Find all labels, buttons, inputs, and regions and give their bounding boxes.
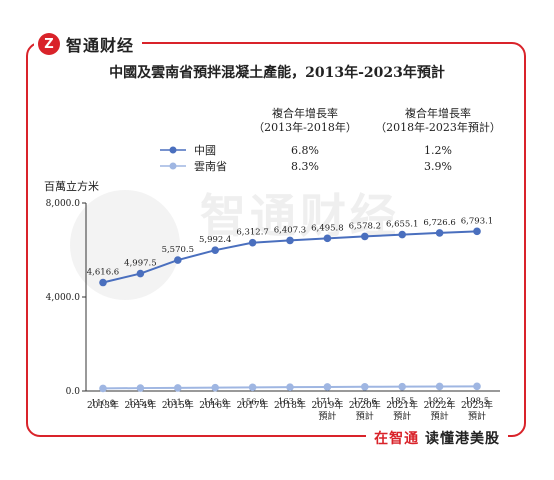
data-label: 6,793.1 [461, 216, 493, 226]
data-label: 156.0 [240, 397, 264, 407]
data-label: 198.5 [465, 396, 489, 406]
x-tick-label: 2016年 [199, 399, 231, 411]
data-point [435, 382, 444, 391]
x-tick-label: 預計 [356, 410, 374, 422]
x-tick-label: 預計 [318, 410, 336, 422]
cagr-value: 3.9% [424, 160, 452, 173]
chart-title: 中國及雲南省預拌混凝土產能，2013年-2023年預計 [109, 65, 445, 81]
data-label: 171.3 [315, 397, 339, 407]
zhitong-logo-icon: Z [38, 33, 60, 55]
data-point [323, 383, 332, 391]
data-point [473, 227, 481, 236]
y-tick-label: 0.0 [66, 387, 81, 397]
data-point [435, 229, 444, 237]
watermark-logo-icon [70, 190, 180, 300]
data-point [174, 256, 182, 264]
x-tick-label: 2014年 [124, 399, 156, 411]
data-label: 6,578.2 [349, 221, 381, 231]
data-label: 125.0 [128, 398, 152, 408]
data-label: 163.8 [278, 397, 302, 407]
data-point [361, 383, 369, 391]
y-tick-label: 4,000.0 [46, 293, 81, 303]
data-point [211, 246, 219, 254]
data-label: 185.5 [390, 397, 414, 407]
legend-marker [169, 146, 177, 154]
data-point [174, 384, 182, 392]
data-point [248, 383, 257, 392]
data-label: 5,992.4 [199, 235, 231, 245]
data-point [398, 382, 407, 391]
y-tick-label: 8,000.0 [46, 199, 81, 209]
x-tick-label: 預計 [431, 410, 449, 422]
x-tick-label: 2023年 [461, 399, 493, 411]
data-label: 6,312.7 [236, 228, 268, 238]
data-label: 6,726.6 [423, 218, 455, 228]
x-tick-label: 2015年 [162, 399, 194, 411]
legend-marker [169, 162, 177, 170]
cagr-value: 6.8% [291, 144, 319, 157]
slogan-part1: 在智通 [374, 431, 420, 447]
data-label: 6,407.3 [274, 225, 306, 235]
data-label: 178.6 [353, 397, 377, 407]
data-point [99, 278, 107, 287]
legend-label: 雲南省 [194, 160, 227, 173]
data-label: 131.0 [166, 398, 190, 408]
data-point [473, 382, 481, 391]
brand-name: 智通财经 [66, 36, 135, 55]
data-label: 6,655.1 [386, 220, 418, 230]
data-point [286, 383, 294, 391]
cagr-header-line2: （2018年-2023年預計） [375, 120, 501, 134]
x-tick-label: 預計 [468, 410, 486, 422]
x-tick-label: 2019年 [311, 399, 343, 411]
data-point [211, 383, 219, 392]
data-point [136, 384, 145, 392]
x-tick-label: 預計 [393, 410, 411, 422]
data-label: 4,997.5 [124, 259, 156, 269]
x-tick-label: 2013年 [87, 399, 119, 411]
data-label: 4,616.6 [87, 268, 119, 278]
data-point [323, 234, 332, 243]
data-label: 110.0 [91, 398, 115, 408]
cagr-value: 8.3% [291, 160, 319, 173]
slogan-part2: 读懂港美股 [425, 431, 500, 447]
slogan: 在智通 读懂港美股 [366, 428, 508, 448]
data-point [136, 269, 145, 278]
data-point [99, 384, 107, 393]
data-point [361, 232, 369, 241]
data-label: 5,570.5 [162, 245, 194, 255]
data-label: 142.0 [203, 398, 227, 408]
data-point [398, 230, 407, 239]
legend-label: 中國 [194, 144, 216, 157]
data-point [286, 236, 294, 245]
cagr-value: 1.2% [424, 144, 452, 157]
x-tick-label: 2017年 [237, 399, 269, 411]
y-axis-label: 百萬立方米 [44, 179, 99, 193]
x-tick-label: 2020年 [349, 399, 381, 411]
data-point [248, 238, 257, 247]
cagr-header-line1: 複合年增長率 [272, 106, 338, 120]
card-frame [26, 42, 526, 437]
data-label: 192.2 [427, 396, 451, 406]
x-tick-label: 2018年 [274, 399, 306, 411]
data-label: 6,495.8 [311, 223, 343, 233]
x-tick-label: 2021年 [386, 399, 418, 411]
cagr-header-line1: 複合年增長率 [405, 106, 471, 120]
brand-header: Z 智通财经 [34, 32, 143, 56]
x-tick-label: 2022年 [424, 399, 456, 411]
cagr-header-line2: （2013年-2018年） [253, 120, 357, 134]
